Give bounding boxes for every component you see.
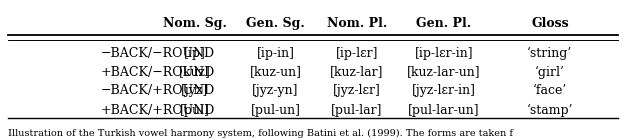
Text: [jyz-lɛr-in]: [jyz-lɛr-in]: [412, 84, 476, 97]
Text: ‘stamp’: ‘stamp’: [527, 104, 573, 117]
Text: [kuz]: [kuz]: [179, 65, 211, 79]
Text: +BACK/−ROUND: +BACK/−ROUND: [101, 65, 216, 79]
Text: ‘girl’: ‘girl’: [535, 65, 564, 79]
Text: Nom. Pl.: Nom. Pl.: [326, 17, 387, 30]
Text: [kuz-un]: [kuz-un]: [250, 65, 301, 79]
Text: Nom. Sg.: Nom. Sg.: [163, 17, 227, 30]
Text: [pul]: [pul]: [180, 104, 209, 117]
Text: [jyz-yn]: [jyz-yn]: [252, 84, 299, 97]
Text: [pul-lar]: [pul-lar]: [331, 104, 382, 117]
Text: [ip]: [ip]: [184, 47, 205, 60]
Text: Illustration of the Turkish vowel harmony system, following Batini et al. (1999): Illustration of the Turkish vowel harmon…: [8, 129, 513, 138]
Text: [pul-un]: [pul-un]: [251, 104, 301, 117]
Text: −BACK/+ROUND: −BACK/+ROUND: [101, 84, 216, 97]
Text: Gen. Pl.: Gen. Pl.: [417, 17, 472, 30]
Text: −BACK/−ROUND: −BACK/−ROUND: [101, 47, 215, 60]
Text: ‘string’: ‘string’: [527, 47, 573, 60]
Text: Gloss: Gloss: [531, 17, 569, 30]
Text: ‘face’: ‘face’: [532, 84, 567, 97]
Text: [ip-lɛr]: [ip-lɛr]: [335, 47, 378, 60]
Text: [jyz]: [jyz]: [181, 84, 208, 97]
Text: [ip-lɛr-in]: [ip-lɛr-in]: [415, 47, 473, 60]
Text: [pul-lar-un]: [pul-lar-un]: [408, 104, 480, 117]
Text: [kuz-lar]: [kuz-lar]: [330, 65, 383, 79]
Text: [ip-in]: [ip-in]: [257, 47, 294, 60]
Text: [kuz-lar-un]: [kuz-lar-un]: [407, 65, 481, 79]
Text: [jyz-lɛr]: [jyz-lɛr]: [333, 84, 381, 97]
Text: +BACK/+ROUND: +BACK/+ROUND: [101, 104, 216, 117]
Text: Gen. Sg.: Gen. Sg.: [246, 17, 305, 30]
